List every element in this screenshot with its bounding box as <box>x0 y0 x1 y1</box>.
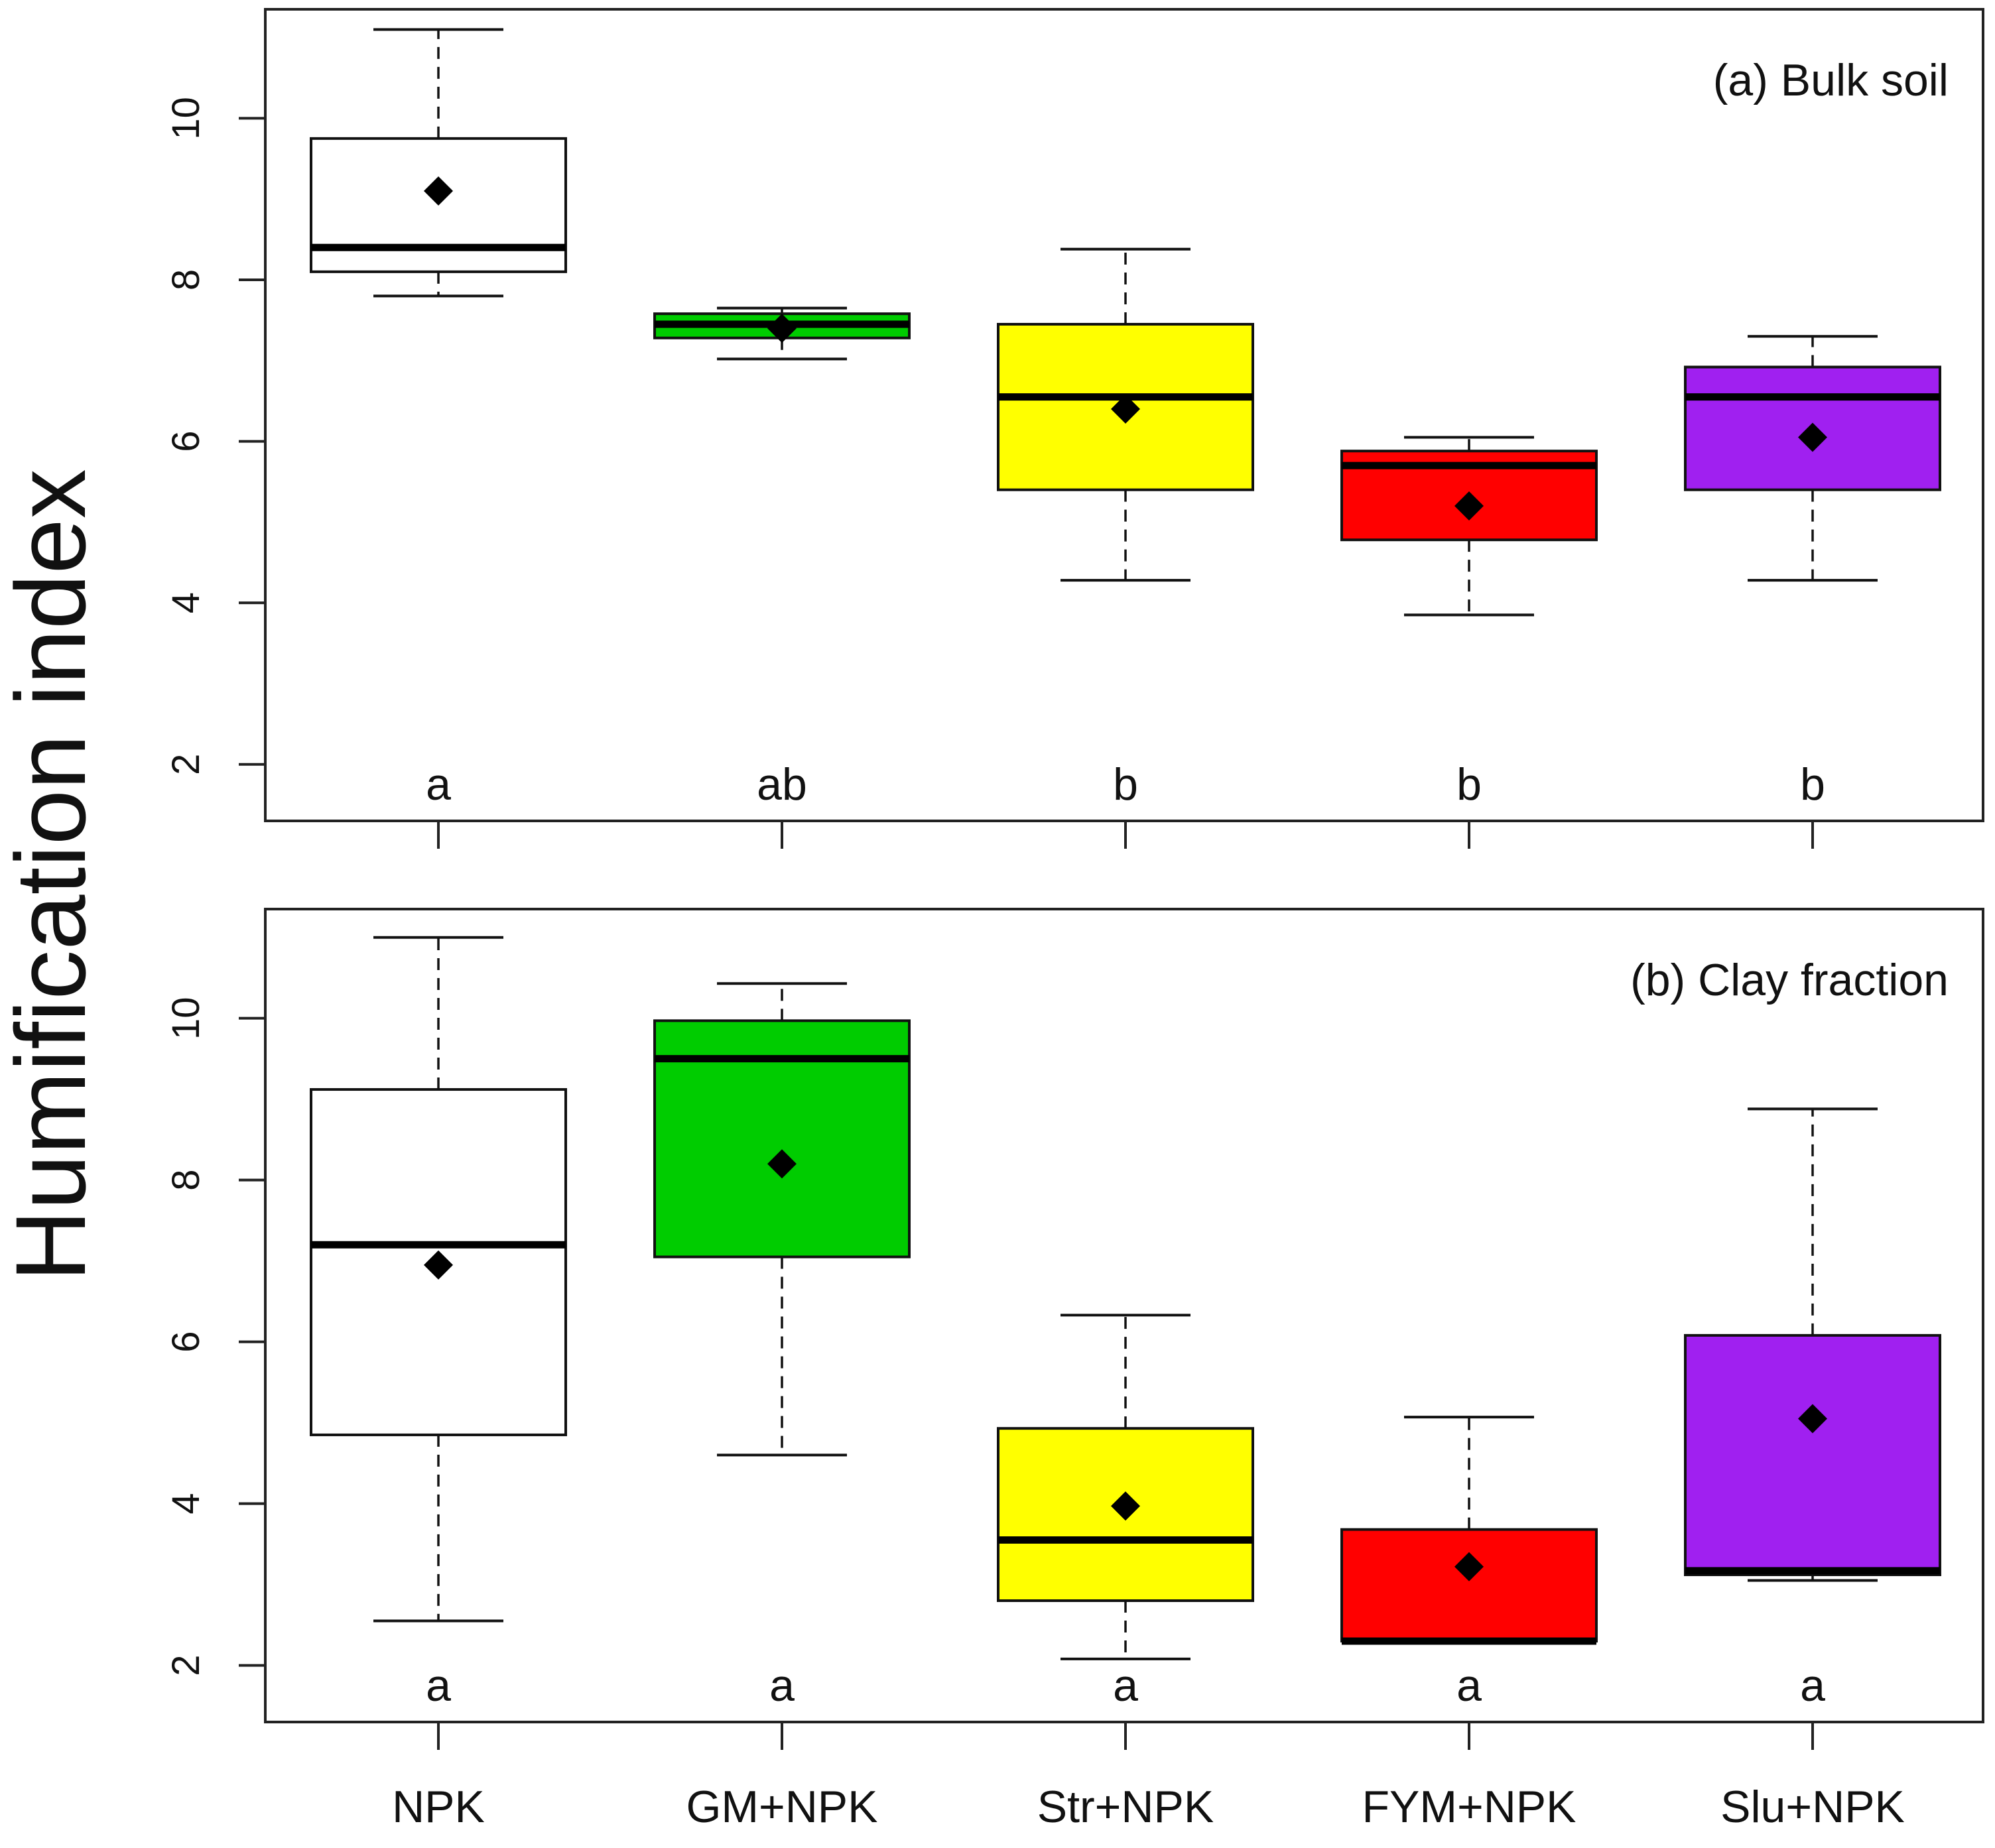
box-slu-npk: a <box>1684 1107 1941 1711</box>
box-npk: a <box>310 936 567 1711</box>
mean-marker <box>1111 1491 1140 1521</box>
significance-letter: b <box>1456 759 1482 810</box>
y-axis-title: Humification index <box>0 469 106 1282</box>
significance-letter: a <box>426 759 451 810</box>
mean-marker <box>1454 491 1484 521</box>
y-tick-label: 2 <box>164 1654 208 1676</box>
iqr-box <box>1684 1333 1941 1576</box>
panel-a: 2 4 6 8 10 (a) Bulk soil a ab b b b <box>164 8 1984 849</box>
y-tick-label: 8 <box>164 269 208 290</box>
y-tick-label: 4 <box>164 1493 208 1514</box>
significance-letter: a <box>1113 1660 1138 1711</box>
y-tick-label: 10 <box>164 97 208 140</box>
y-tick-label: 6 <box>164 430 208 452</box>
mean-marker <box>767 1149 797 1179</box>
panel-title: (a) Bulk soil <box>1713 55 1949 105</box>
significance-letter: a <box>1456 1660 1482 1711</box>
mean-marker <box>1798 1404 1827 1434</box>
y-tick-label: 10 <box>164 997 208 1040</box>
significance-letter: a <box>769 1660 795 1711</box>
x-category-label: GM+NPK <box>686 1782 877 1832</box>
x-category-label: Slu+NPK <box>1720 1782 1905 1832</box>
significance-letter: a <box>426 1660 451 1711</box>
significance-letter: ab <box>757 759 807 810</box>
y-tick-label: 6 <box>164 1331 208 1353</box>
box-gm-npk: ab <box>653 306 911 810</box>
box-str-npk: b <box>997 247 1254 810</box>
significance-letter: b <box>1800 759 1825 810</box>
panel-b: 2 4 6 8 10 (b) Clay fraction a a a a a <box>164 908 1984 1750</box>
box-fym-npk: a <box>1340 1416 1598 1711</box>
box-str-npk: a <box>997 1314 1254 1711</box>
significance-letter: a <box>1800 1660 1825 1711</box>
box-slu-npk: b <box>1684 335 1941 810</box>
y-tick-label: 4 <box>164 592 208 613</box>
significance-letter: b <box>1113 759 1138 810</box>
box-npk: a <box>310 28 567 810</box>
mean-marker <box>424 1250 453 1280</box>
x-category-label: FYM+NPK <box>1362 1782 1576 1832</box>
mean-marker <box>1798 422 1827 452</box>
iqr-box <box>1340 1528 1598 1643</box>
x-category-label: NPK <box>392 1782 485 1832</box>
mean-marker <box>1111 394 1140 424</box>
panel-title: (b) Clay fraction <box>1630 955 1949 1005</box>
y-tick-label: 8 <box>164 1170 208 1191</box>
mean-marker <box>767 314 797 343</box>
mean-marker <box>1454 1552 1484 1581</box>
x-category-label: Str+NPK <box>1037 1782 1214 1832</box>
box-gm-npk: a <box>653 982 911 1711</box>
box-fym-npk: b <box>1340 436 1598 810</box>
y-tick-label: 2 <box>164 754 208 775</box>
mean-marker <box>424 176 453 206</box>
